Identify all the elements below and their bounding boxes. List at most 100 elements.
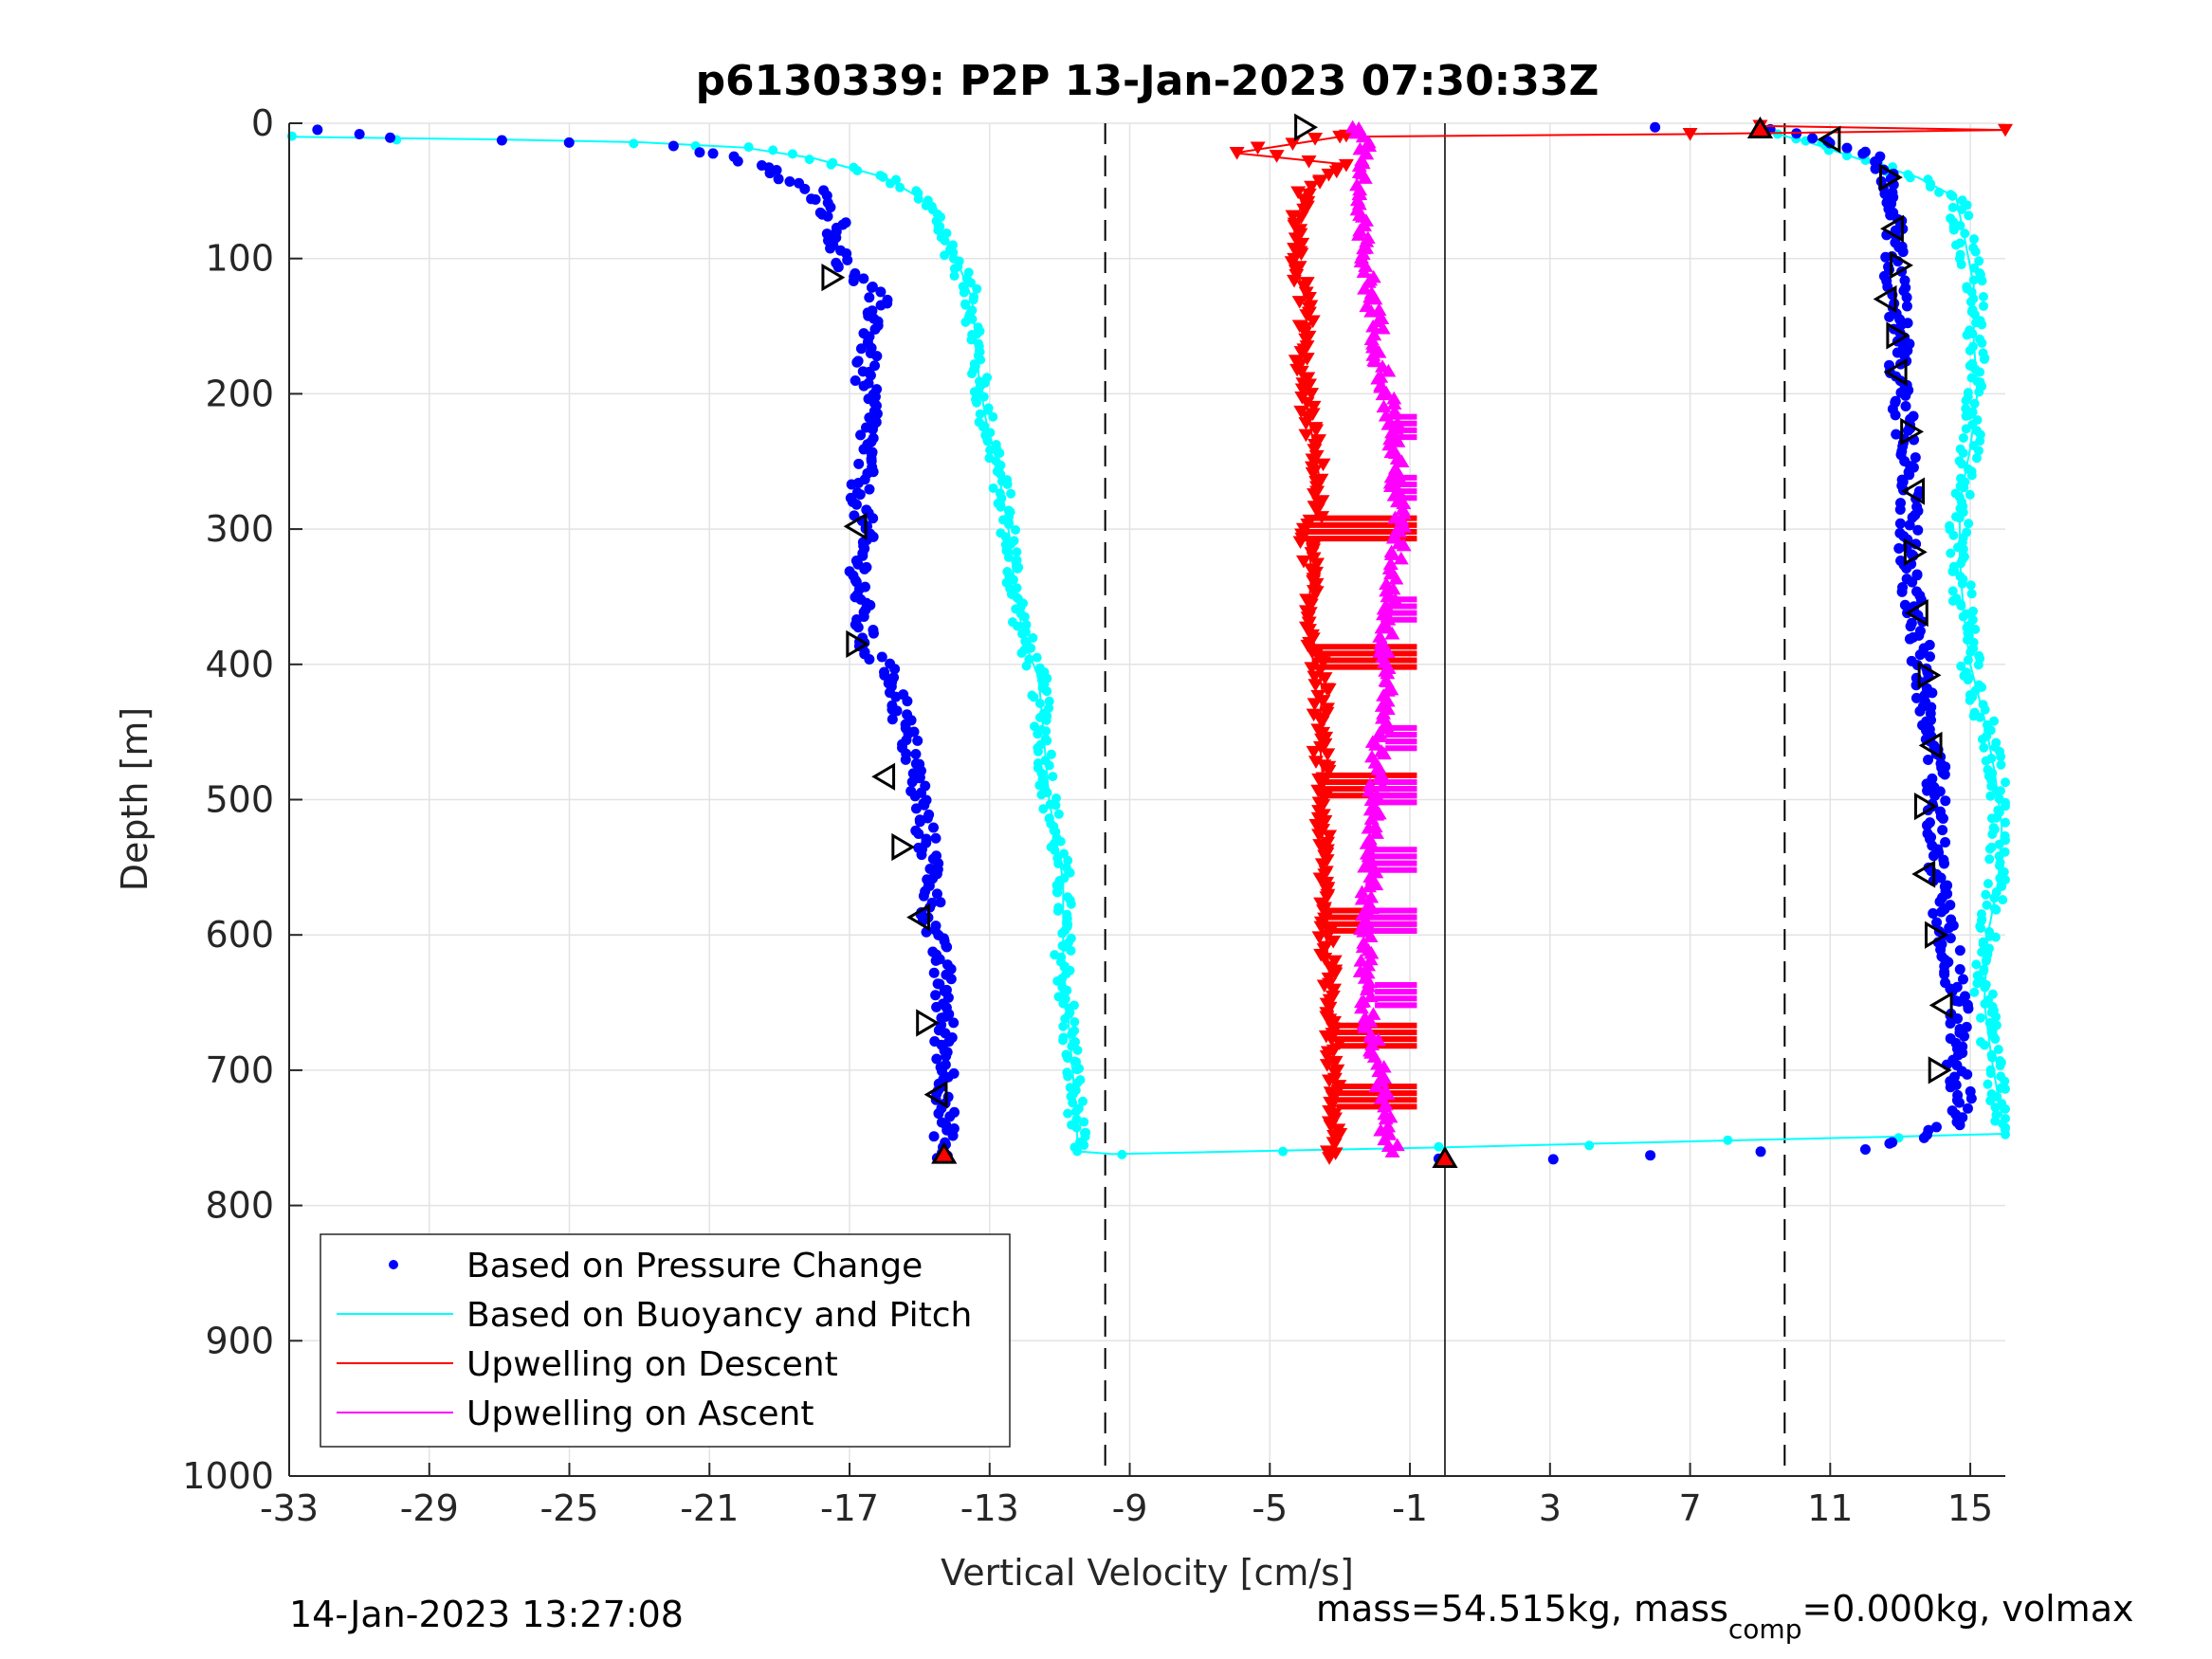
footer-mass-prefix: mass=54.515kg, mass — [1316, 1588, 1728, 1630]
pressure-change-point — [1906, 617, 1917, 629]
buoyancy-pitch-point — [1060, 1013, 1070, 1024]
pressure-change-point — [496, 135, 507, 146]
x-tick-label: -9 — [1112, 1487, 1148, 1529]
upwelling-descent-point — [1320, 748, 1336, 761]
upwelling-ascent-point — [1379, 576, 1395, 591]
upwelling-descent-point — [1307, 670, 1323, 684]
buoyancy-pitch-point — [1079, 1117, 1089, 1127]
y-tick-label: 400 — [205, 644, 274, 685]
pressure-change-point — [866, 282, 877, 293]
pressure-change-point — [354, 128, 365, 139]
upwelling-ascent-point — [1362, 989, 1379, 1003]
buoyancy-pitch-point — [1974, 256, 1984, 266]
buoyancy-pitch-point — [1038, 804, 1049, 814]
buoyancy-pitch-point — [1967, 358, 1978, 369]
buoyancy-pitch-point — [1983, 764, 1993, 775]
buoyancy-pitch-point — [1947, 202, 1958, 212]
buoyancy-pitch-point — [1000, 532, 1011, 542]
buoyancy-pitch-point — [1013, 563, 1023, 574]
pressure-change-point — [902, 696, 913, 707]
legend-label-upwelling-ascent: Upwelling on Ascent — [466, 1395, 814, 1433]
buoyancy-pitch-point — [940, 235, 950, 246]
buoyancy-pitch-point — [1956, 661, 1966, 671]
buoyancy-pitch-point — [1966, 373, 1977, 383]
buoyancy-pitch-point — [985, 445, 996, 455]
pressure-change-point — [1899, 599, 1910, 611]
buoyancy-pitch-point — [1978, 700, 1988, 710]
upwelling-ascent-point — [1379, 583, 1395, 597]
upwelling-ascent-point — [1347, 125, 1363, 139]
upwelling-descent-point — [1313, 921, 1329, 935]
buoyancy-pitch-point — [1951, 512, 1962, 522]
buoyancy-pitch-point — [1979, 964, 1989, 975]
pressure-change-point — [890, 691, 902, 702]
upwelling-descent-point — [1305, 315, 1321, 329]
upwelling-descent-point — [1316, 979, 1332, 994]
buoyancy-pitch-point — [1041, 715, 1051, 725]
pressure-change-point — [906, 776, 918, 788]
buoyancy-pitch-point — [1981, 889, 1991, 900]
buoyancy-pitch-point — [1021, 620, 1032, 630]
upwelling-descent-point — [1325, 935, 1342, 949]
pressure-change-point — [1942, 880, 1953, 891]
buoyancy-pitch-point — [1117, 1149, 1127, 1159]
buoyancy-pitch-point — [1965, 325, 1975, 336]
buoyancy-pitch-point — [1968, 243, 1979, 253]
upwelling-descent-point — [1299, 396, 1315, 410]
pressure-change-point — [1897, 581, 1909, 592]
upwelling-ascent-point — [1378, 1111, 1394, 1125]
hollow-triangle-marker — [891, 832, 916, 862]
pressure-change-point — [1938, 854, 1949, 866]
pressure-change-point — [859, 563, 870, 574]
buoyancy-pitch-point — [967, 369, 978, 379]
pressure-change-point — [1807, 133, 1819, 144]
buoyancy-pitch-point — [1078, 1096, 1088, 1106]
buoyancy-pitch-point — [1969, 707, 1980, 718]
upwelling-ascent-point — [1351, 187, 1367, 201]
buoyancy-pitch-point — [1960, 228, 1970, 239]
pressure-change-point — [858, 380, 869, 392]
pressure-change-point — [1940, 837, 1951, 848]
buoyancy-pitch-point — [1947, 586, 1958, 596]
upwelling-ascent-point — [1392, 524, 1408, 538]
pressure-change-point — [1911, 569, 1923, 580]
y-tick-label: 800 — [205, 1185, 274, 1227]
buoyancy-pitch-point — [1976, 1037, 1986, 1048]
pressure-change-point — [1755, 1146, 1766, 1158]
upwelling-descent-point — [1307, 133, 1324, 146]
upwelling-descent-point — [1296, 203, 1312, 217]
buoyancy-pitch-point — [1063, 1108, 1073, 1119]
chart-title: p6130339: P2P 13-Jan-2023 07:30:33Z — [696, 57, 1600, 105]
axes: -33 -29 -25 -21 -17 -13 -9 -5 -1 3 7 11 150100200300… — [182, 102, 2005, 1529]
buoyancy-pitch-point — [2001, 817, 2010, 828]
upwelling-descent-point — [1305, 453, 1321, 467]
pressure-change-point — [1650, 121, 1661, 133]
buoyancy-pitch-point — [1995, 786, 2005, 796]
pressure-change-point — [385, 132, 396, 143]
pressure-change-point — [918, 890, 929, 902]
pressure-change-point — [889, 664, 901, 675]
pressure-change-point — [930, 832, 941, 844]
buoyancy-pitch-point — [2000, 847, 2010, 857]
x-tick-label: 7 — [1678, 1487, 1701, 1529]
pressure-change-point — [1965, 1085, 1976, 1097]
buoyancy-pitch-point — [1044, 760, 1054, 771]
pressure-change-point — [858, 444, 869, 455]
buoyancy-pitch-point — [1996, 1083, 2006, 1093]
pressure-change-point — [1927, 773, 1938, 784]
hollow-triangle-marker — [1900, 417, 1925, 446]
buoyancy-pitch-point — [949, 264, 960, 274]
upwelling-ascent-point — [1367, 291, 1383, 305]
pressure-change-point — [1961, 1021, 1972, 1032]
pressure-change-point — [707, 148, 719, 159]
pressure-change-point — [1901, 301, 1912, 312]
pressure-change-point — [1962, 999, 1973, 1011]
y-tick-label: 300 — [205, 508, 274, 550]
buoyancy-pitch-point — [1002, 479, 1013, 489]
upwelling-ascent-point — [1368, 1079, 1384, 1093]
buoyancy-pitch-point — [1003, 552, 1014, 562]
buoyancy-pitch-point — [1989, 903, 2000, 914]
buoyancy-pitch-point — [972, 283, 982, 294]
hollow-triangle-marker — [1883, 357, 1908, 387]
pressure-change-point — [1931, 917, 1943, 928]
